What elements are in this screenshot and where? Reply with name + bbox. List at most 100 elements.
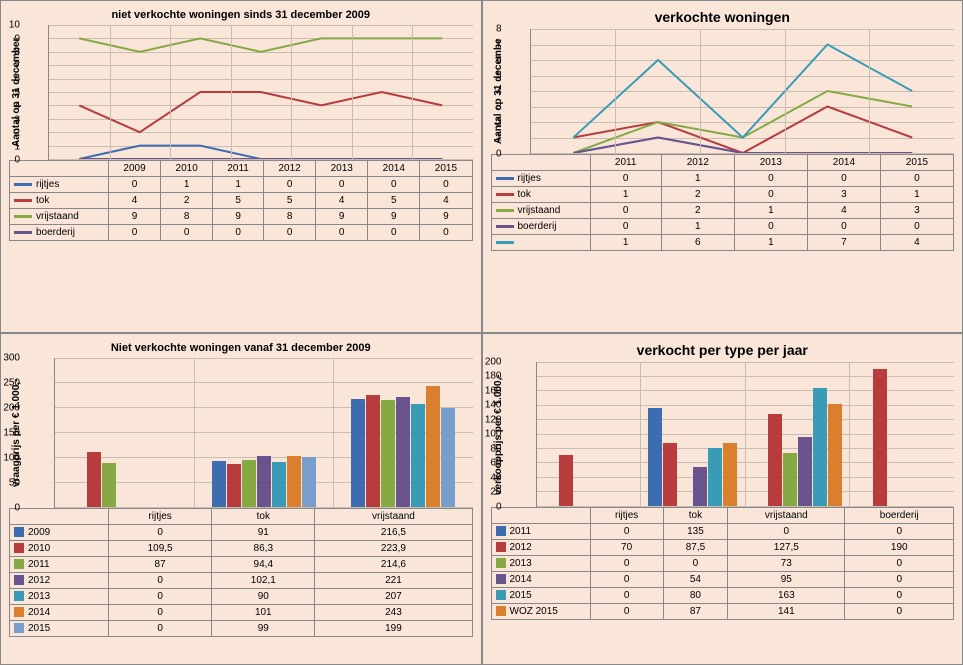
bar	[302, 457, 316, 506]
y-tick: 1	[14, 141, 24, 152]
data-cell: 0	[590, 603, 663, 619]
data-cell: 0	[590, 587, 663, 603]
data-cell: 1	[161, 177, 213, 193]
data-cell: 1	[734, 235, 807, 251]
y-tick: 2	[496, 117, 506, 128]
data-cell: 102,1	[212, 572, 315, 588]
series-label: 2015	[10, 620, 109, 636]
data-cell: 86,3	[212, 540, 315, 556]
series-label: boerderij	[10, 225, 109, 241]
data-cell: 0	[109, 524, 212, 540]
data-cell: 101	[212, 604, 315, 620]
data-cell: 0	[590, 555, 663, 571]
category-header: 2014	[368, 161, 420, 177]
data-cell: 0	[845, 571, 954, 587]
y-tick: 200	[3, 402, 24, 413]
data-cell: 4	[807, 203, 880, 219]
data-cell: 127,5	[728, 539, 845, 555]
bar	[708, 448, 722, 506]
series-label: 2013	[491, 555, 590, 571]
chart-data-table: rijtjestokvrijstaandboerderij20110135002…	[491, 507, 955, 620]
panel-verkochte-woningen: verkochte woningen Aantal op 31 decembe …	[482, 0, 963, 333]
data-cell: 0	[590, 523, 663, 539]
category-header: rijtjes	[109, 508, 212, 524]
data-cell: 0	[845, 587, 954, 603]
chart-title: verkocht per type per jaar	[491, 342, 955, 358]
data-cell: 0	[880, 171, 953, 187]
category-header: tok	[663, 507, 727, 523]
y-tick: 8	[14, 47, 24, 58]
bar	[212, 461, 226, 506]
series-label: 2012	[10, 572, 109, 588]
data-cell: 0	[264, 177, 316, 193]
data-cell: 1	[880, 187, 953, 203]
data-cell: 6	[661, 235, 734, 251]
y-tick: 10	[9, 20, 24, 31]
data-cell: 0	[807, 171, 880, 187]
data-cell: 0	[590, 203, 661, 219]
data-cell: 141	[728, 603, 845, 619]
data-cell: 0	[663, 555, 727, 571]
data-cell: 0	[264, 225, 316, 241]
y-tick: 0	[496, 149, 506, 160]
bar	[873, 369, 887, 506]
category-header: 2011	[590, 155, 661, 171]
data-cell: 243	[315, 604, 472, 620]
data-cell: 214,6	[315, 556, 472, 572]
bar	[87, 452, 101, 506]
series-label: 2010	[10, 540, 109, 556]
data-cell: 0	[368, 225, 420, 241]
data-cell: 9	[420, 209, 472, 225]
data-cell: 0	[368, 177, 420, 193]
data-cell: 0	[316, 177, 368, 193]
data-cell: 0	[880, 219, 953, 235]
series-label: WOZ 2015	[491, 603, 590, 619]
data-cell: 0	[734, 171, 807, 187]
bar	[366, 395, 380, 506]
category-header: boerderij	[845, 507, 954, 523]
chart-data-table: rijtjestokvrijstaand2009091216,52010109,…	[9, 508, 473, 637]
bar	[663, 443, 677, 506]
series-label: 2013	[10, 588, 109, 604]
category-header: 2012	[661, 155, 734, 171]
bar	[381, 400, 395, 507]
bar	[396, 397, 410, 507]
data-cell: 94,4	[212, 556, 315, 572]
y-tick: 6	[496, 55, 506, 66]
bar	[102, 463, 116, 506]
category-header: vrijstaand	[728, 507, 845, 523]
chart-title: niet verkochte woningen sinds 31 decembe…	[9, 9, 473, 21]
panel-verkocht-per-type: verkocht per type per jaar verkoopprijs …	[482, 333, 963, 665]
bar	[693, 467, 707, 506]
y-tick: 120	[485, 414, 506, 425]
data-cell: 9	[368, 209, 420, 225]
y-tick: 4	[14, 101, 24, 112]
data-cell: 0	[109, 620, 212, 636]
bar	[783, 453, 797, 506]
y-tick: 6	[14, 74, 24, 85]
data-cell: 3	[880, 203, 953, 219]
y-tick: 100	[3, 452, 24, 463]
data-cell: 5	[213, 193, 264, 209]
bar	[242, 460, 256, 507]
data-cell: 91	[212, 524, 315, 540]
data-cell: 221	[315, 572, 472, 588]
data-cell: 0	[728, 523, 845, 539]
series-label: boerderij	[491, 219, 590, 235]
data-cell: 4	[316, 193, 368, 209]
panel-niet-verkochte-vanaf: Niet verkochte woningen vanaf 31 decembe…	[0, 333, 482, 665]
data-cell: 90	[212, 588, 315, 604]
y-tick: 200	[485, 356, 506, 367]
data-cell: 9	[213, 209, 264, 225]
y-tick: 40	[490, 472, 505, 483]
series-label: tok	[10, 193, 109, 209]
data-cell: 9	[316, 209, 368, 225]
category-header: 2015	[880, 155, 953, 171]
series-label: 2014	[10, 604, 109, 620]
data-cell: 216,5	[315, 524, 472, 540]
data-cell: 190	[845, 539, 954, 555]
category-header: 2012	[264, 161, 316, 177]
category-header: 2013	[316, 161, 368, 177]
bar	[351, 399, 365, 507]
data-cell: 80	[663, 587, 727, 603]
